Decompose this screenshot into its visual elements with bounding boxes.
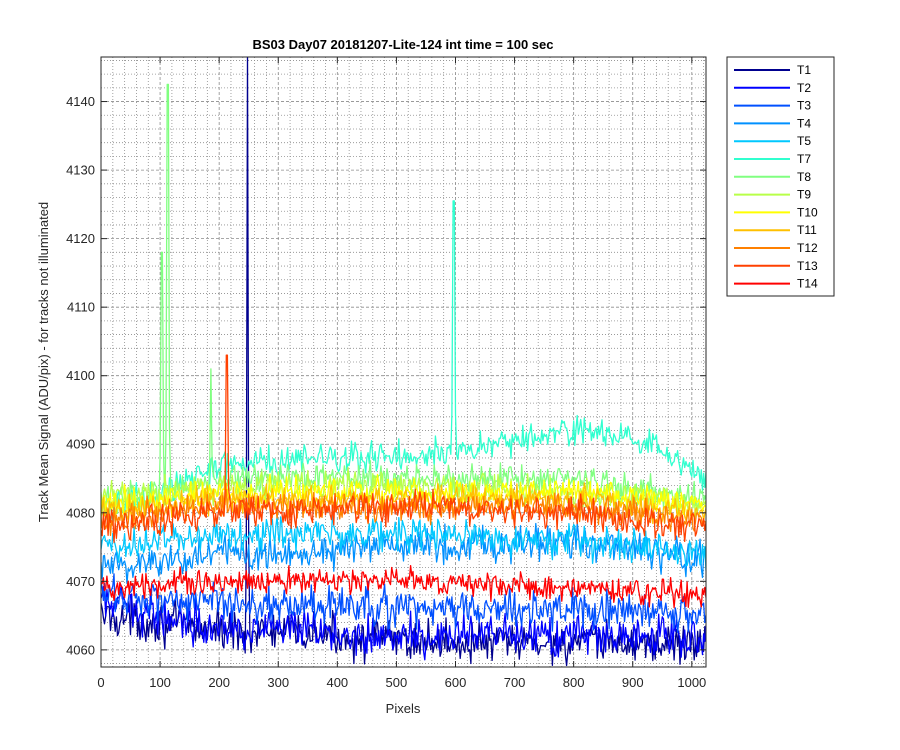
y-tick-label: 4130 xyxy=(66,163,95,178)
series-line-t2 xyxy=(101,584,706,661)
legend-label-t11: T11 xyxy=(797,223,817,237)
legend-label-t13: T13 xyxy=(797,259,818,273)
y-tick-label: 4100 xyxy=(66,368,95,383)
x-tick-label: 500 xyxy=(386,675,408,690)
x-tick-label: 300 xyxy=(267,675,289,690)
chart-title: BS03 Day07 20181207-Lite-124 int time = … xyxy=(253,37,554,52)
legend-label-t10: T10 xyxy=(797,205,818,219)
y-tick-label: 4110 xyxy=(67,300,95,315)
series-line-t13 xyxy=(101,354,706,544)
y-tick-label: 4120 xyxy=(66,231,95,246)
x-tick-label: 700 xyxy=(504,675,526,690)
x-tick-label: 100 xyxy=(149,675,171,690)
minor-grid xyxy=(101,57,706,667)
y-tick-label: 4070 xyxy=(66,574,95,589)
plot-area xyxy=(100,56,707,668)
series-line-t14 xyxy=(101,564,706,609)
series-line-t7 xyxy=(101,200,706,526)
x-tick-label: 900 xyxy=(622,675,644,690)
legend-label-t5: T5 xyxy=(797,134,811,148)
legend-label-t3: T3 xyxy=(797,99,811,113)
x-tick-label: 800 xyxy=(563,675,585,690)
plot-frame xyxy=(100,56,707,668)
legend-label-t4: T4 xyxy=(797,116,811,130)
legend-label-t2: T2 xyxy=(797,81,811,95)
legend-label-t7: T7 xyxy=(797,152,811,166)
y-tick-label: 4080 xyxy=(66,505,95,520)
x-tick-labels: 0 100 200 300 400 500 600 700 800 900 1000 xyxy=(97,675,706,690)
legend-label-t8: T8 xyxy=(797,170,811,184)
x-axis-label: Pixels xyxy=(386,701,421,716)
axis-ticks xyxy=(100,57,706,667)
legend: T1 T2 T3 T4 T5 T7 T8 T9 T10 T11 T12 T13 T14 xyxy=(726,56,835,297)
y-tick-labels: 4060 4070 4080 4090 4100 4110 4120 4130 4140 xyxy=(66,94,95,657)
y-axis-label: Track Mean Signal (ADU/pix) - for tracks… xyxy=(36,202,51,522)
series-line-t4 xyxy=(101,521,706,585)
x-tick-label: 200 xyxy=(208,675,230,690)
series-layer xyxy=(101,57,706,667)
legend-items: T1 T2 T3 T4 T5 T7 T8 T9 T10 T11 T12 T13 T14 xyxy=(734,63,818,291)
legend-label-t1: T1 xyxy=(797,63,811,77)
legend-label-t12: T12 xyxy=(797,241,818,255)
y-tick-label: 4140 xyxy=(66,94,95,109)
y-tick-label: 4060 xyxy=(66,642,95,657)
x-tick-label: 600 xyxy=(445,675,467,690)
y-tick-label: 4090 xyxy=(66,437,95,452)
series-line-t5 xyxy=(101,513,706,571)
x-tick-label: 0 xyxy=(97,675,104,690)
legend-label-t14: T14 xyxy=(797,277,818,291)
x-tick-label: 1000 xyxy=(677,675,706,690)
legend-label-t9: T9 xyxy=(797,188,811,202)
x-tick-label: 400 xyxy=(326,675,348,690)
